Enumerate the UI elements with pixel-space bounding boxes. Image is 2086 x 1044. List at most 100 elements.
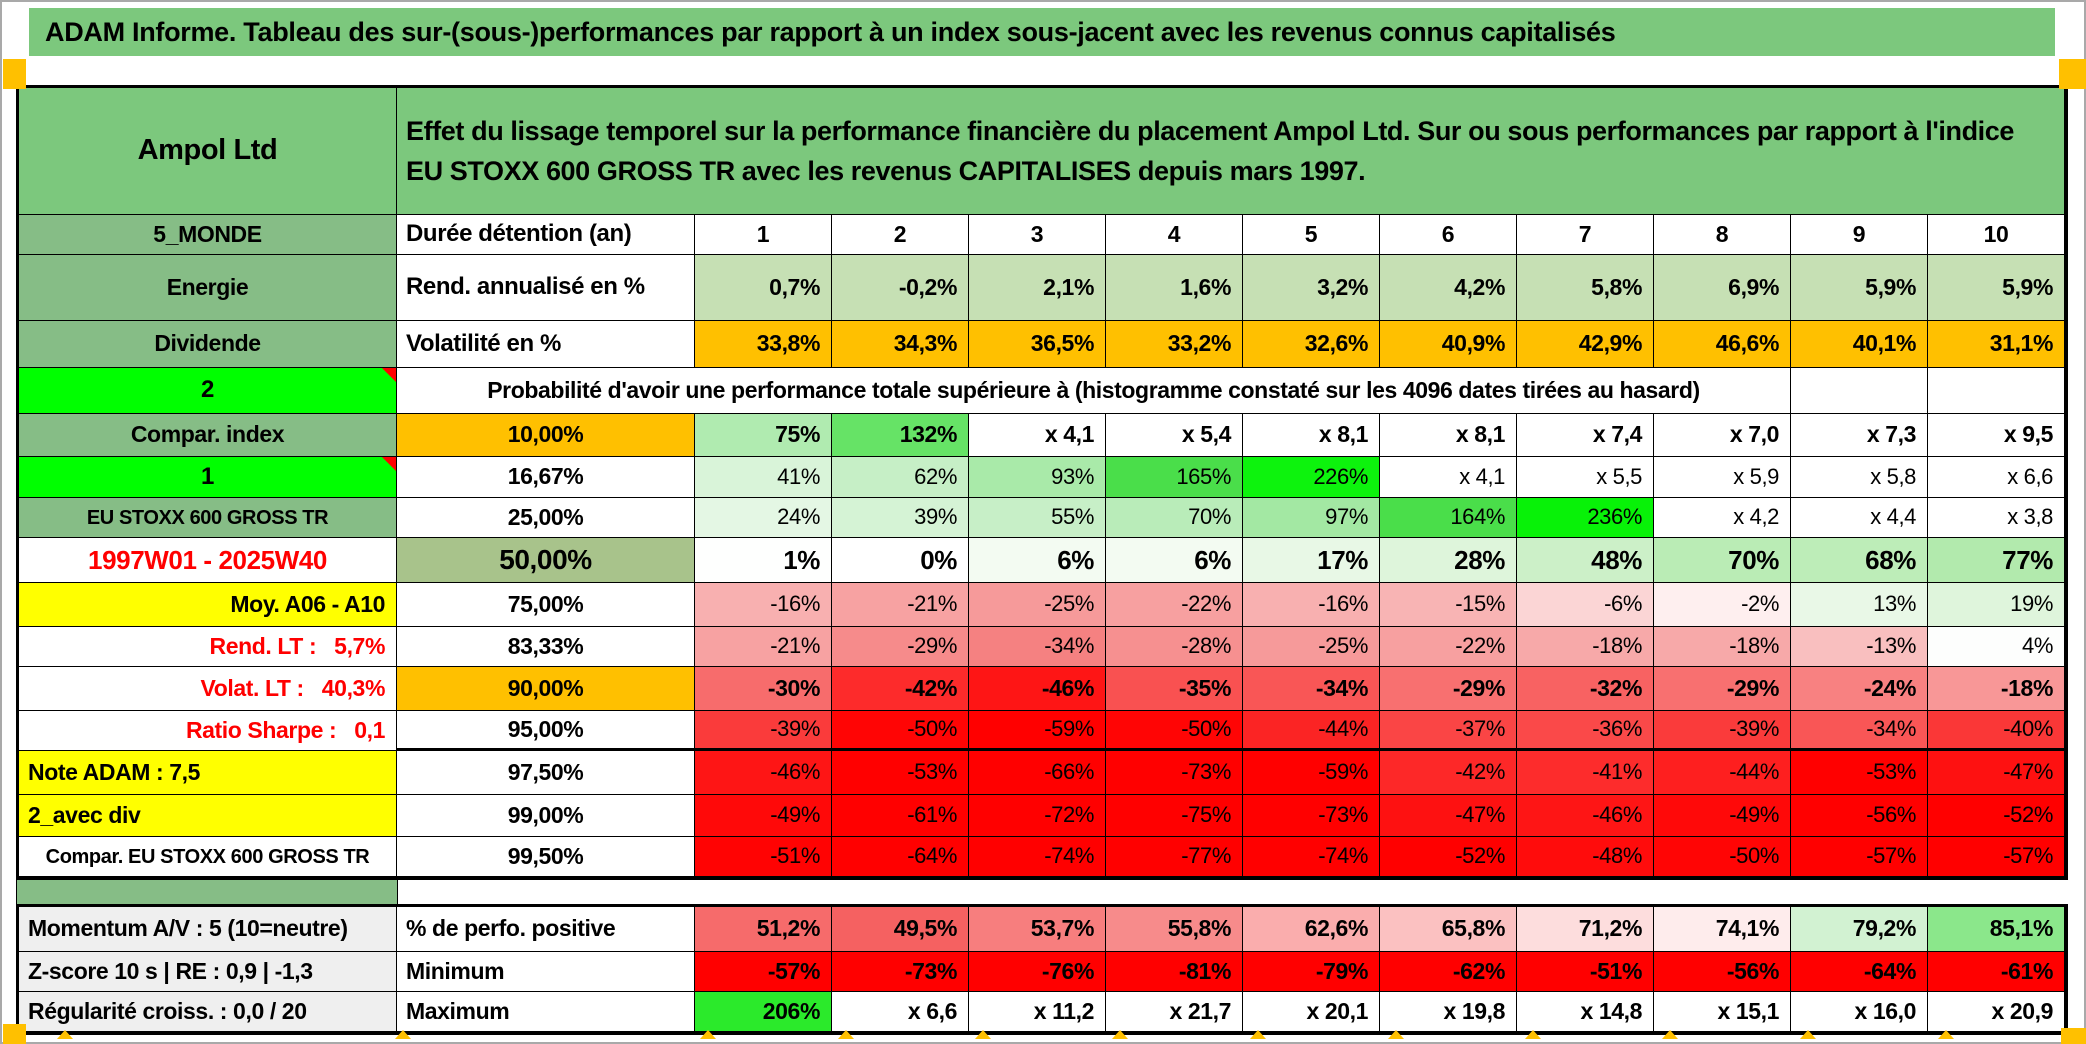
row-label[interactable]: Compar. index [19, 414, 397, 457]
data-cell[interactable]: -30% [695, 667, 832, 711]
data-cell[interactable]: -56% [1654, 952, 1791, 992]
row-header[interactable]: Maximum [397, 992, 695, 1032]
data-cell[interactable]: x 5,5 [1517, 457, 1654, 498]
data-cell[interactable]: -29% [832, 627, 969, 667]
data-cell[interactable]: 5,9% [1791, 255, 1928, 321]
data-cell[interactable]: -51% [695, 837, 832, 877]
data-cell[interactable]: -32% [1517, 667, 1654, 711]
row-header[interactable]: 95,00% [397, 711, 695, 751]
data-cell[interactable]: -79% [1243, 952, 1380, 992]
data-cell[interactable]: -15% [1380, 583, 1517, 627]
row-label[interactable]: Momentum A/V : 5 (10=neutre) [19, 907, 397, 952]
data-cell[interactable]: -46% [1517, 795, 1654, 837]
data-cell[interactable]: 55% [969, 498, 1106, 538]
data-cell[interactable]: -46% [695, 751, 832, 795]
row-label[interactable]: Note ADAM : 7,5 [19, 751, 397, 795]
data-cell[interactable]: 5,8% [1517, 255, 1654, 321]
data-cell[interactable]: -42% [1380, 751, 1517, 795]
data-cell[interactable]: -64% [832, 837, 969, 877]
data-cell[interactable]: 1% [695, 538, 832, 583]
row-label[interactable]: Ratio Sharpe : 0,1 [19, 711, 397, 751]
data-cell[interactable]: x 16,0 [1791, 992, 1928, 1032]
row-header[interactable]: Effet du lissage temporel sur la perform… [397, 88, 2065, 215]
data-cell[interactable]: 85,1% [1928, 907, 2065, 952]
row-header[interactable]: Durée détention (an) [397, 215, 695, 255]
data-cell[interactable]: 65,8% [1380, 907, 1517, 952]
data-cell[interactable]: 28% [1380, 538, 1517, 583]
data-cell[interactable]: x 21,7 [1106, 992, 1243, 1032]
data-cell[interactable]: -28% [1106, 627, 1243, 667]
data-cell[interactable]: -62% [1380, 952, 1517, 992]
data-cell[interactable]: -35% [1106, 667, 1243, 711]
data-cell[interactable]: 1 [695, 215, 832, 255]
data-cell[interactable]: -25% [969, 583, 1106, 627]
row-label[interactable]: Z-score 10 s | RE : 0,9 | -1,3 [19, 952, 397, 992]
data-cell[interactable]: 10 [1928, 215, 2065, 255]
data-cell[interactable]: 6,9% [1654, 255, 1791, 321]
row-label[interactable]: 5_MONDE [19, 215, 397, 255]
data-cell[interactable]: -64% [1791, 952, 1928, 992]
data-cell[interactable]: 24% [695, 498, 832, 538]
data-cell[interactable]: 4 [1106, 215, 1243, 255]
data-cell[interactable]: -29% [1654, 667, 1791, 711]
data-cell[interactable]: -13% [1791, 627, 1928, 667]
data-cell[interactable]: -59% [969, 711, 1106, 751]
data-cell[interactable] [1928, 368, 2065, 414]
data-cell[interactable]: 70% [1106, 498, 1243, 538]
row-label[interactable]: Rend. LT : 5,7% [19, 627, 397, 667]
data-cell[interactable]: 71,2% [1517, 907, 1654, 952]
data-cell[interactable]: -44% [1654, 751, 1791, 795]
row-header[interactable]: 16,67% [397, 457, 695, 498]
data-cell[interactable]: -47% [1928, 751, 2065, 795]
data-cell[interactable]: 13% [1791, 583, 1928, 627]
data-cell[interactable]: 2,1% [969, 255, 1106, 321]
data-cell[interactable]: 53,7% [969, 907, 1106, 952]
data-cell[interactable]: x 9,5 [1928, 414, 2065, 457]
data-cell[interactable]: 132% [832, 414, 969, 457]
data-cell[interactable]: 39% [832, 498, 969, 538]
data-cell[interactable]: x 4,4 [1791, 498, 1928, 538]
data-cell[interactable]: -40% [1928, 711, 2065, 751]
row-header[interactable]: 97,50% [397, 751, 695, 795]
row-header[interactable]: 90,00% [397, 667, 695, 711]
data-cell[interactable]: 62,6% [1243, 907, 1380, 952]
data-cell[interactable]: -77% [1106, 837, 1243, 877]
data-cell[interactable]: -16% [1243, 583, 1380, 627]
data-cell[interactable]: x 20,9 [1928, 992, 2065, 1032]
data-cell[interactable]: -56% [1791, 795, 1928, 837]
data-cell[interactable]: -22% [1380, 627, 1517, 667]
data-cell[interactable]: -81% [1106, 952, 1243, 992]
data-cell[interactable]: x 8,1 [1380, 414, 1517, 457]
data-cell[interactable]: -76% [969, 952, 1106, 992]
row-header[interactable]: Minimum [397, 952, 695, 992]
data-cell[interactable]: 40,1% [1791, 321, 1928, 368]
data-cell[interactable]: 6% [969, 538, 1106, 583]
data-cell[interactable]: 19% [1928, 583, 2065, 627]
data-cell[interactable]: 206% [695, 992, 832, 1032]
row-header[interactable]: 83,33% [397, 627, 695, 667]
data-cell[interactable]: x 6,6 [1928, 457, 2065, 498]
row-label[interactable]: Dividende [19, 321, 397, 368]
data-cell[interactable]: 6% [1106, 538, 1243, 583]
data-cell[interactable]: -66% [969, 751, 1106, 795]
data-cell[interactable]: x 15,1 [1654, 992, 1791, 1032]
data-cell[interactable]: -57% [1791, 837, 1928, 877]
data-cell[interactable]: 2 [832, 215, 969, 255]
data-cell[interactable]: 164% [1380, 498, 1517, 538]
data-cell[interactable]: -41% [1517, 751, 1654, 795]
data-cell[interactable]: 48% [1517, 538, 1654, 583]
data-cell[interactable]: 31,1% [1928, 321, 2065, 368]
data-cell[interactable]: -18% [1928, 667, 2065, 711]
data-cell[interactable]: -6% [1517, 583, 1654, 627]
data-cell[interactable]: 74,1% [1654, 907, 1791, 952]
data-cell[interactable]: -59% [1243, 751, 1380, 795]
data-cell[interactable]: 79,2% [1791, 907, 1928, 952]
data-cell[interactable]: -50% [1106, 711, 1243, 751]
data-cell[interactable]: 33,2% [1106, 321, 1243, 368]
data-cell[interactable]: x 5,4 [1106, 414, 1243, 457]
data-cell[interactable]: -51% [1517, 952, 1654, 992]
data-cell[interactable]: -48% [1517, 837, 1654, 877]
data-cell[interactable]: -24% [1791, 667, 1928, 711]
row-header[interactable]: Rend. annualisé en % [397, 255, 695, 321]
data-cell[interactable]: 8 [1654, 215, 1791, 255]
